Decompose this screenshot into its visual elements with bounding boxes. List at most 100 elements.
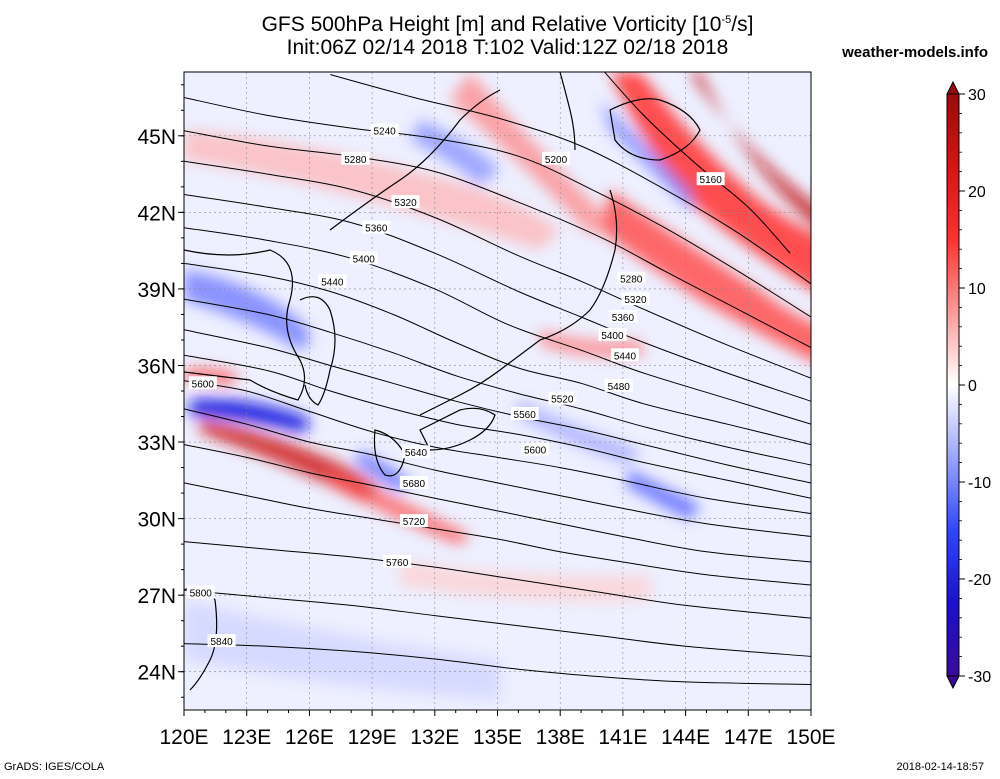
lon-tick-label: 144E [661, 726, 710, 749]
coast-russia [329, 89, 501, 231]
contour-label-bg [604, 378, 633, 392]
height-contour-5320 [184, 160, 811, 379]
contour-label-bg [341, 151, 370, 165]
contour-label-bg [207, 634, 236, 648]
map-panel: 5160 5200 5240 5280 5320 5360 5400 5440 5280 5320… [137, 71, 836, 749]
contour-label-bg [186, 585, 215, 599]
colorbar: 30 20 10 0 -10 -20 -30 [946, 80, 991, 690]
contour-label-bg [401, 445, 430, 459]
contour-label-bg [610, 348, 639, 362]
height-contour-5640 [184, 408, 811, 537]
vorticity-neg-band-pacific [515, 400, 640, 465]
contour-label-bg [510, 406, 539, 420]
site-label: weather-models.info [842, 44, 988, 61]
contour-label: 5640 [405, 448, 428, 459]
contour-label-bg [548, 391, 577, 405]
colorbar-top-arrow [946, 80, 960, 95]
contour-label: 5280 [620, 275, 643, 286]
map-title-line2: Init:06Z 02/14 2018 T:102 Valid:12Z 02/1… [286, 36, 729, 59]
height-contour-5240 [184, 97, 811, 318]
coast-honshu [419, 189, 618, 416]
contour-label: 5480 [608, 382, 631, 393]
colorbar-label: 30 [968, 87, 986, 104]
colorbar-bottom-arrow [946, 675, 960, 690]
vorticity-neg-band-hokkaido [600, 100, 694, 210]
height-contour-5200 [330, 74, 811, 285]
axis-ticks [178, 84, 812, 716]
contour-label: 5800 [190, 589, 213, 600]
height-contour-labels: 5160 5200 5240 5280 5320 5360 5400 5440 5280 5320… [186, 123, 725, 648]
contour-label-bg [696, 172, 725, 186]
contour-label: 5320 [624, 295, 647, 306]
colorbar-label: -20 [968, 572, 991, 589]
contour-label: 5760 [386, 558, 409, 569]
height-contour-5440 [184, 262, 811, 446]
vorticity-core-ne [690, 72, 811, 224]
lon-tick-label: 123E [222, 726, 271, 749]
height-contour-5680 [184, 444, 811, 563]
coast-shikoku [419, 407, 496, 451]
colorbar-label: -10 [968, 475, 991, 492]
contour-label: 5360 [612, 313, 635, 324]
contour-label: 5360 [365, 224, 388, 235]
map-gridlines [184, 72, 811, 710]
lon-tick-label: 150E [786, 726, 835, 749]
coast-hokkaido [609, 98, 701, 161]
height-contour-5720 [184, 482, 811, 586]
contour-label: 5840 [210, 637, 233, 648]
contour-label: 5400 [601, 331, 624, 342]
contour-label-bg [521, 442, 550, 456]
contour-label: 5600 [524, 446, 547, 457]
vorticity-band-sakhalin [450, 72, 604, 235]
vorticity-neg-band-south [184, 600, 500, 700]
contour-label-bg [370, 123, 399, 137]
map-title-line1: GFS 500hPa Height [m] and Relative Vorti… [261, 13, 754, 36]
height-contour-5520 [184, 329, 811, 484]
colorbar-labels: 30 20 10 0 -10 -20 -30 [968, 87, 991, 686]
lat-tick-label: 45N [137, 126, 176, 149]
contour-label-bg [598, 327, 627, 341]
lon-tick-label: 120E [159, 726, 208, 749]
contour-label: 5520 [551, 395, 574, 406]
height-contour-5600 [184, 380, 811, 514]
vorticity-band-kyushu [325, 470, 470, 545]
colorbar-ticks [959, 93, 965, 677]
contour-label: 5400 [353, 254, 376, 265]
lat-tick-label: 30N [137, 509, 176, 532]
colorbar-label: 10 [968, 281, 986, 298]
vorticity-neg-band-east [625, 470, 700, 520]
height-contour-5480 [184, 298, 811, 466]
vorticity-neg-core-west [190, 399, 310, 432]
height-contour-5360 [184, 194, 811, 402]
contour-label-bg [542, 151, 571, 165]
vorticity-neg-band-north [410, 120, 500, 185]
contour-label: 5320 [394, 198, 417, 209]
contour-label: 5200 [545, 155, 568, 166]
lon-tick-label: 129E [348, 726, 397, 749]
colorbar-label: 20 [968, 184, 986, 201]
lon-tick-label: 141E [598, 726, 647, 749]
lon-tick-label: 135E [473, 726, 522, 749]
lat-tick-label: 27N [137, 585, 176, 608]
height-contour-5400 [184, 227, 811, 425]
height-contour-5280 [184, 130, 811, 349]
colorbar-label: 0 [968, 378, 977, 395]
lat-tick-label: 42N [137, 202, 176, 225]
height-contour-5800 [184, 589, 811, 657]
latitude-labels: 24N 27N 30N 33N 36N 39N 42N 45N [137, 126, 176, 685]
contour-label: 5280 [344, 155, 367, 166]
height-contour-5560 [184, 354, 811, 499]
footer-software-credit: GrADS: IGES/COLA [4, 761, 105, 773]
contour-label-bg [188, 376, 217, 390]
lon-tick-label: 147E [724, 726, 773, 749]
lat-tick-label: 33N [137, 432, 176, 455]
contour-label: 5160 [700, 175, 723, 186]
contour-label-bg [608, 309, 637, 323]
vorticity-field: 5160 5200 5240 5280 5320 5360 5400 5440 5280 5320… [184, 72, 811, 710]
longitude-labels: 120E 123E 126E 129E 132E 135E 138E 141E 144E 147E… [159, 726, 835, 749]
contour-label: 5560 [514, 410, 537, 421]
vorticity-band-north [184, 130, 560, 250]
contour-label-bg [621, 292, 650, 306]
contour-label-bg [617, 271, 646, 285]
contour-label-bg [362, 220, 391, 234]
